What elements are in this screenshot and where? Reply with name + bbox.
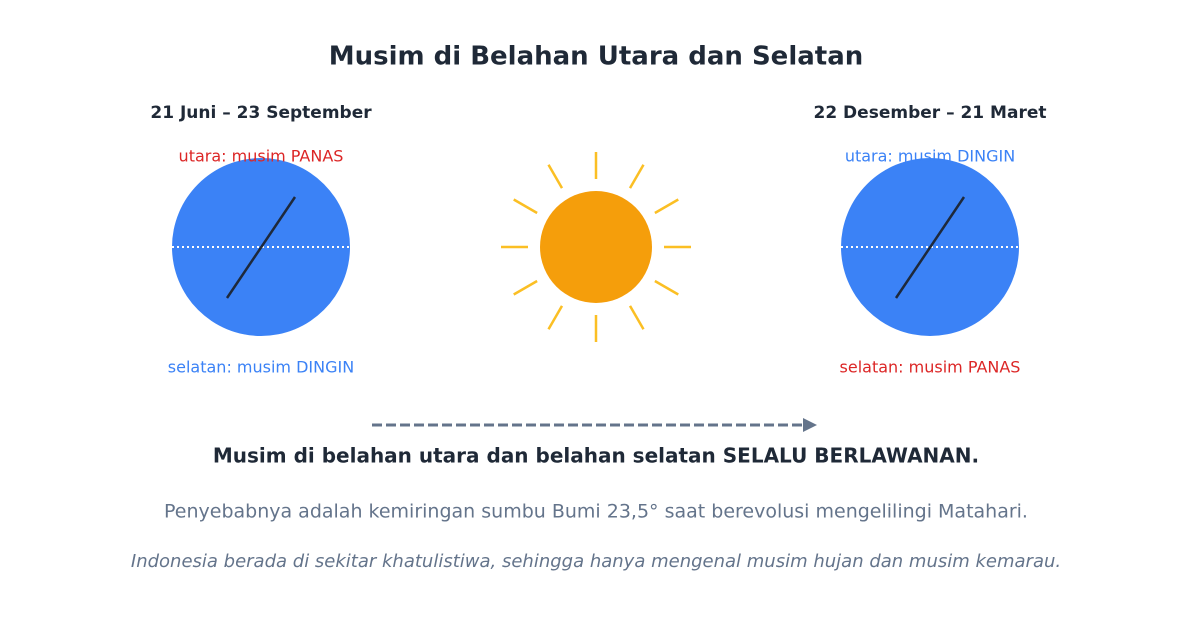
date-label: 21 Juni – 23 September (150, 103, 372, 123)
sun-disc (540, 191, 652, 303)
explanation: Penyebabnya adalah kemiringan sumbu Bumi… (164, 501, 1028, 523)
north-label: utara: musim DINGIN (845, 147, 1015, 166)
sun-ray (547, 164, 564, 189)
sun (501, 152, 691, 342)
south-label: selatan: musim PANAS (840, 358, 1021, 377)
note: Indonesia berada di sekitar khatulistiwa… (131, 551, 1061, 572)
south-label: selatan: musim DINGIN (168, 358, 354, 377)
sun-ray (628, 305, 645, 330)
sun-ray (513, 198, 538, 215)
sun-ray (547, 305, 564, 330)
sun-ray (654, 279, 679, 296)
north-label: utara: musim PANAS (179, 147, 344, 166)
date-label: 22 Desember – 21 Maret (813, 103, 1046, 123)
sun-ray (628, 164, 645, 189)
arrow-head (803, 418, 817, 432)
sun-ray (654, 198, 679, 215)
summary: Musim di belahan utara dan belahan selat… (213, 444, 979, 468)
sun-ray (513, 279, 538, 296)
earth-left (172, 158, 350, 336)
earth-right (841, 158, 1019, 336)
orbit-arrow (372, 418, 817, 432)
title: Musim di Belahan Utara dan Selatan (329, 42, 864, 72)
earth-axis (225, 196, 297, 299)
earth-axis (894, 196, 966, 299)
